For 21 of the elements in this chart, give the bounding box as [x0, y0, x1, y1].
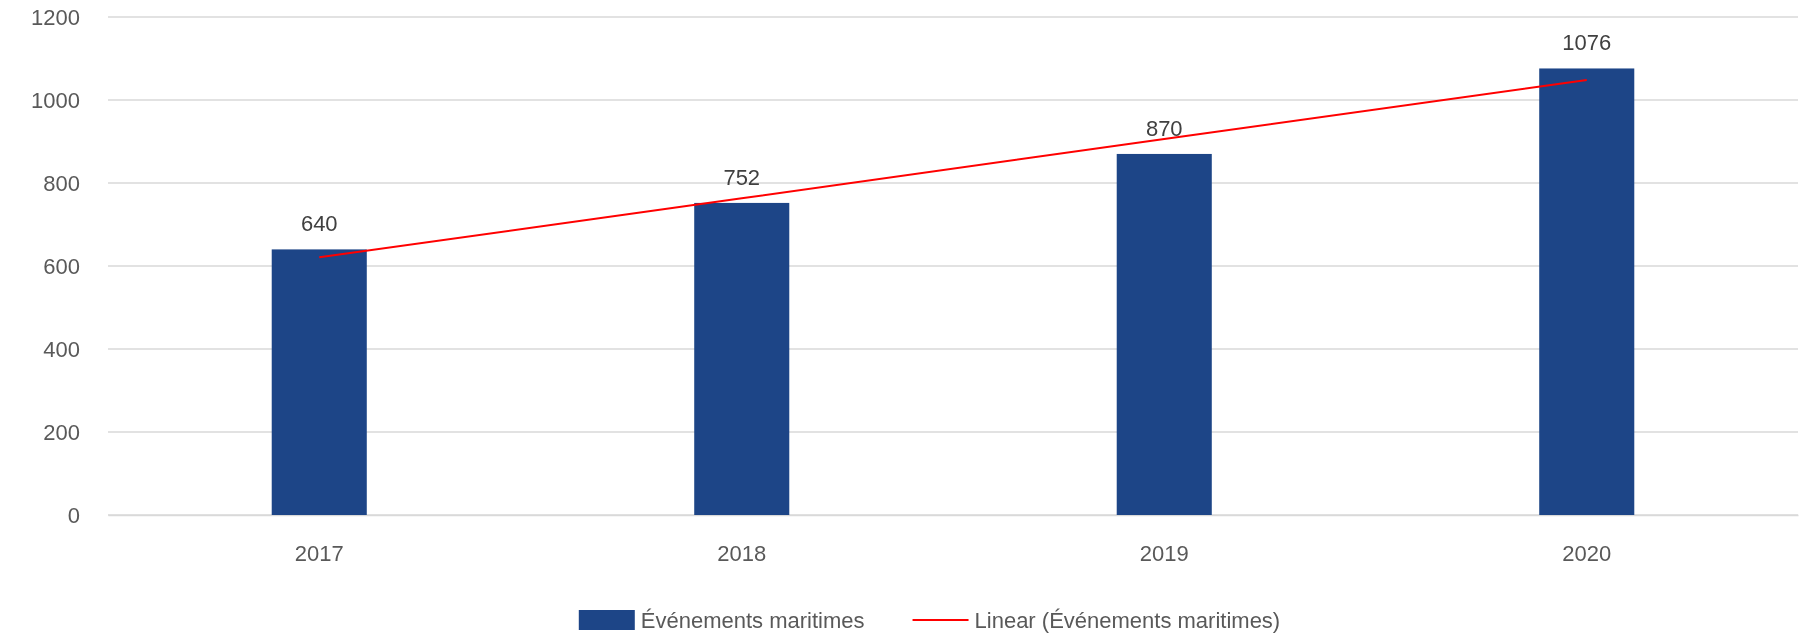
y-tick-label: 600 — [43, 253, 80, 279]
y-tick-label: 800 — [43, 170, 80, 196]
y-tick-label: 1000 — [31, 87, 80, 113]
y-tick-label: 1200 — [31, 4, 80, 30]
y-tick-label: 200 — [43, 419, 80, 445]
y-tick-label: 0 — [67, 502, 80, 528]
x-tick-label: 2019 — [1139, 540, 1189, 566]
bar — [1539, 68, 1635, 515]
data-label: 1076 — [1562, 30, 1612, 56]
bar — [271, 249, 367, 515]
bar — [1116, 153, 1212, 515]
x-tick-label: 2017 — [294, 540, 344, 566]
data-label: 870 — [1145, 115, 1183, 141]
x-tick-label: 2018 — [717, 540, 767, 566]
data-label: 752 — [723, 164, 761, 190]
data-label: 640 — [300, 211, 338, 237]
legend-label: Événements maritimes — [640, 608, 865, 633]
bar — [694, 202, 790, 515]
y-tick-label: 400 — [43, 336, 80, 362]
x-tick-label: 2020 — [1562, 540, 1612, 566]
legend-label: Linear (Événements maritimes) — [974, 608, 1281, 633]
